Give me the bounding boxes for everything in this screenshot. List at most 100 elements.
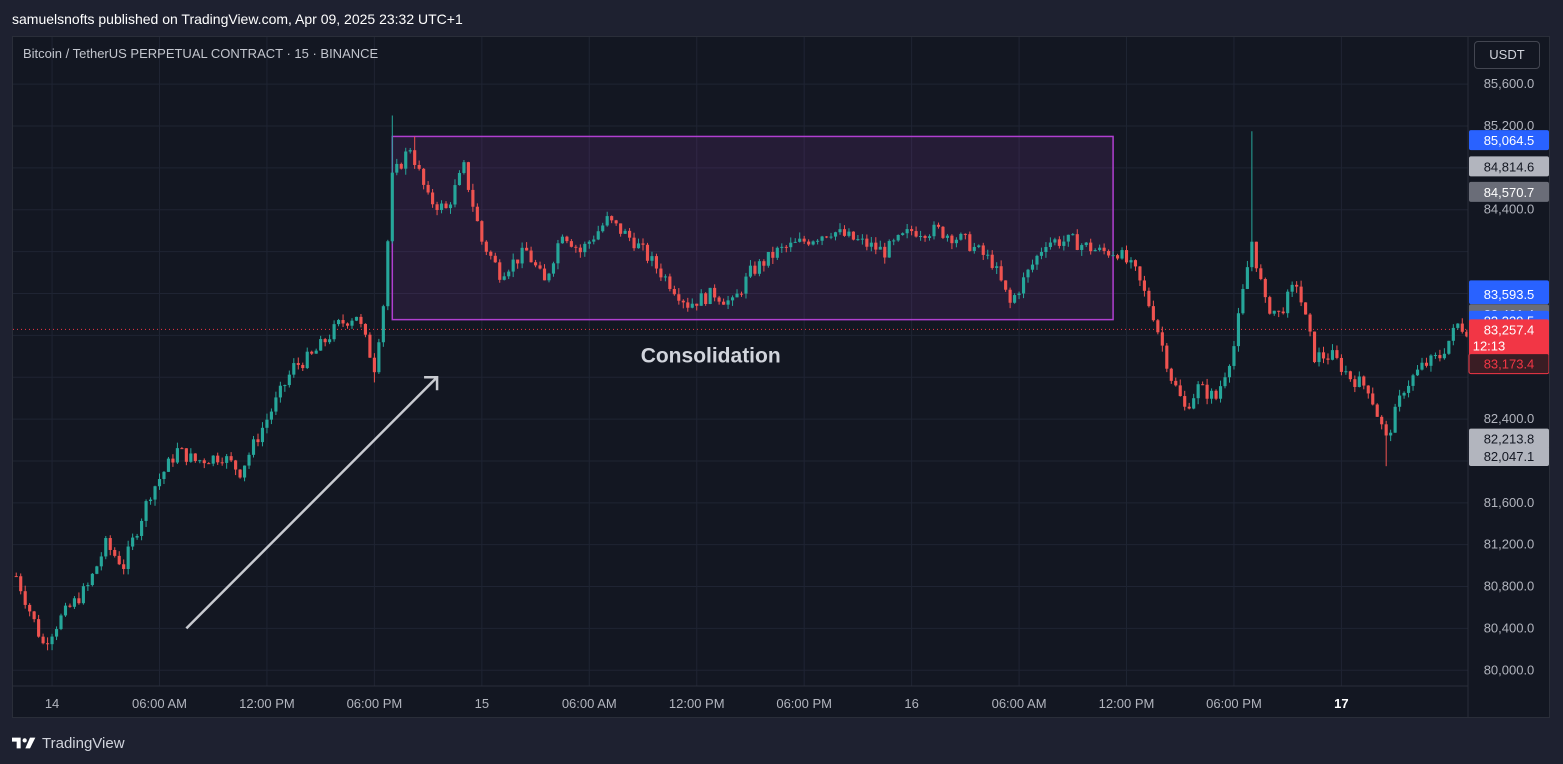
candle-body xyxy=(1411,375,1415,386)
candle xyxy=(529,246,533,263)
candle-body xyxy=(390,172,394,242)
candle xyxy=(1169,367,1173,384)
candle xyxy=(162,471,166,485)
candle-body xyxy=(945,235,950,238)
candle xyxy=(462,159,466,175)
candle xyxy=(1138,266,1142,286)
candle-body xyxy=(1277,310,1281,312)
candle-body xyxy=(189,453,193,462)
candle xyxy=(426,181,430,195)
candle xyxy=(404,147,408,175)
candle-body xyxy=(910,229,914,232)
candle-body xyxy=(1120,250,1124,259)
candle xyxy=(54,626,59,641)
candle xyxy=(1102,243,1106,255)
candle xyxy=(480,220,484,245)
currency-button[interactable]: USDT xyxy=(1474,41,1540,69)
candle-body xyxy=(766,251,770,266)
candle-body xyxy=(202,460,206,464)
price-tick-label: 80,000.0 xyxy=(1484,662,1535,677)
candle-body xyxy=(1339,357,1343,372)
candle-body xyxy=(784,246,788,248)
candle xyxy=(936,222,941,229)
candle-body xyxy=(977,245,981,247)
candle-body xyxy=(422,168,426,185)
candle-body xyxy=(708,287,712,305)
candle xyxy=(923,234,927,242)
candle-body xyxy=(744,276,748,294)
candle xyxy=(46,637,50,651)
candle-body xyxy=(802,238,806,242)
trend-arrow-line xyxy=(185,376,438,630)
candle-body xyxy=(63,605,68,616)
candle-body xyxy=(256,439,260,443)
candle xyxy=(717,295,721,305)
candle xyxy=(793,238,797,243)
candle xyxy=(1272,310,1276,316)
candle xyxy=(471,183,475,212)
candle xyxy=(1013,293,1017,304)
candle xyxy=(122,559,126,575)
candle xyxy=(1308,312,1312,337)
publish-header: samuelsnofts published on TradingView.co… xyxy=(0,0,1563,36)
candle-body xyxy=(1384,424,1388,436)
candle-body xyxy=(1075,234,1079,250)
candle xyxy=(278,381,282,403)
symbol-title[interactable]: Bitcoin / TetherUS PERPETUAL CONTRACT · … xyxy=(23,46,379,61)
candle xyxy=(269,408,273,425)
candle-body xyxy=(166,458,171,472)
candle xyxy=(1348,370,1352,382)
candle xyxy=(1227,364,1232,383)
candle-body xyxy=(498,262,502,280)
chart-panel[interactable]: Consolidation 80,000.0 80,400.0 80,800.0 81… xyxy=(12,36,1550,718)
candle-body xyxy=(851,231,855,240)
candle-body xyxy=(395,163,399,173)
candle xyxy=(596,225,600,241)
candle xyxy=(1389,429,1393,442)
candle xyxy=(1281,307,1285,315)
candle-body xyxy=(614,220,618,224)
price-tick-label: 85,200.0 xyxy=(1484,118,1535,133)
candle-body xyxy=(1129,260,1133,263)
candle xyxy=(198,459,202,464)
candle xyxy=(520,242,524,269)
candle-body xyxy=(229,456,233,461)
candle-body xyxy=(426,184,430,193)
candle xyxy=(856,235,860,241)
time-tick-label: 17 xyxy=(1334,696,1348,711)
candle xyxy=(23,585,27,609)
candle xyxy=(1299,280,1303,307)
candle-body xyxy=(319,339,323,351)
candle xyxy=(1424,357,1429,368)
candle-body xyxy=(1344,371,1348,373)
trend-arrow xyxy=(185,375,439,630)
candle xyxy=(887,239,891,258)
price-label-value: 83,257.4 xyxy=(1484,322,1535,337)
candle xyxy=(1120,247,1124,260)
candle xyxy=(574,244,578,253)
candle-body xyxy=(328,339,332,343)
candle xyxy=(377,338,381,374)
candle xyxy=(386,239,390,311)
candle xyxy=(1035,254,1039,270)
price-label-bg xyxy=(1469,284,1549,305)
candle xyxy=(1030,259,1035,273)
candle xyxy=(444,201,448,209)
candle-body xyxy=(905,229,909,234)
candle xyxy=(1044,242,1048,258)
candle-body xyxy=(990,254,994,268)
candle xyxy=(489,250,493,260)
candlestick-chart[interactable]: Consolidation 80,000.0 80,400.0 80,800.0 81… xyxy=(13,37,1549,717)
candle xyxy=(551,261,556,277)
candle-body xyxy=(1196,384,1200,399)
candle xyxy=(1098,244,1102,252)
candle-body xyxy=(1214,390,1218,399)
candle xyxy=(1183,390,1187,411)
candle-body xyxy=(713,287,717,298)
candle xyxy=(1362,375,1366,390)
candle-body xyxy=(1030,264,1035,270)
candle-body xyxy=(431,192,435,205)
candle-body xyxy=(914,231,918,237)
price-label: 83,593.5 xyxy=(1469,284,1549,305)
candle xyxy=(37,614,41,638)
